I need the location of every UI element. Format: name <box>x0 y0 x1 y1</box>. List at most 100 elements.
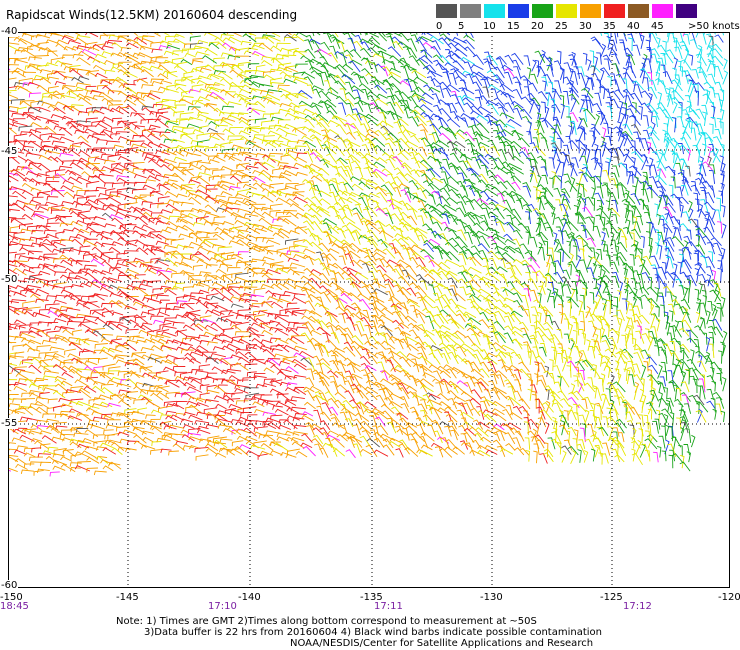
wind-barb <box>280 154 291 161</box>
wind-barb <box>522 115 532 126</box>
wind-barb <box>646 356 658 366</box>
wind-barb <box>91 279 107 288</box>
wind-barb <box>180 418 194 423</box>
wind-barb <box>220 119 233 126</box>
wind-barb <box>626 170 632 185</box>
wind-barb <box>246 326 259 332</box>
wind-barb <box>678 285 685 295</box>
wind-barb <box>320 41 330 51</box>
wind-barb <box>312 32 315 37</box>
wind-barb <box>489 283 500 297</box>
wind-barb <box>438 108 452 120</box>
wind-barb <box>411 410 421 422</box>
wind-barb <box>589 50 595 64</box>
wind-barb <box>541 174 549 185</box>
wind-barb <box>36 345 51 351</box>
wind-barb <box>695 311 701 323</box>
wind-barb <box>330 332 340 344</box>
wind-barb <box>185 152 202 157</box>
wind-barb <box>503 245 516 254</box>
wind-barb <box>376 264 387 273</box>
wind-barb <box>191 59 204 65</box>
wind-barb <box>174 392 187 398</box>
wind-barb <box>338 102 347 116</box>
wind-barb <box>27 250 43 256</box>
wind-barb <box>105 140 121 146</box>
wind-barb <box>444 241 459 253</box>
wind-barb <box>313 409 322 423</box>
wind-barb <box>325 233 338 240</box>
wind-barb <box>228 155 242 162</box>
wind-barb <box>45 233 59 239</box>
wind-barb <box>181 95 194 100</box>
wind-barb <box>13 59 28 64</box>
wind-barb <box>557 248 571 259</box>
wind-barb <box>77 389 92 399</box>
wind-barb <box>250 258 266 263</box>
wind-barb <box>677 261 682 274</box>
wind-barb <box>205 94 219 100</box>
wind-barb <box>77 76 90 81</box>
wind-barb <box>357 345 370 352</box>
wind-barb <box>706 310 711 325</box>
wind-barb <box>709 101 715 114</box>
wind-barb <box>112 79 124 85</box>
legend-swatch-20 <box>532 4 553 18</box>
wind-barb <box>527 388 532 401</box>
wind-barb <box>220 141 233 149</box>
wind-barb <box>600 67 610 77</box>
wind-barb <box>50 32 65 38</box>
wind-barb <box>450 285 458 296</box>
wind-barb <box>600 393 611 406</box>
wind-barb <box>352 207 365 219</box>
wind-barb <box>158 45 171 50</box>
wind-barb <box>349 282 362 295</box>
wind-barb <box>344 390 355 401</box>
wind-barb <box>295 171 308 177</box>
wind-barb <box>416 187 427 199</box>
wind-barb <box>229 138 244 145</box>
wind-barb <box>62 179 75 185</box>
wind-barb <box>15 285 28 291</box>
wind-barb <box>566 365 572 378</box>
wind-barb <box>565 220 579 232</box>
wind-barb <box>183 356 195 364</box>
wind-barb <box>125 42 139 49</box>
wind-barb <box>379 230 394 239</box>
wind-barb <box>206 127 218 133</box>
wind-barb <box>262 113 275 118</box>
wind-barb <box>714 209 722 224</box>
wind-barb <box>556 329 563 339</box>
wind-barb <box>470 368 485 378</box>
wind-barb <box>227 36 242 43</box>
wind-barb <box>253 287 266 294</box>
wind-barb <box>8 308 20 316</box>
wind-barb <box>181 391 195 400</box>
wind-barb <box>617 106 622 122</box>
wind-barb <box>8 99 12 102</box>
wind-barb <box>63 285 74 292</box>
wind-barb <box>160 345 177 350</box>
wind-barb <box>237 309 252 315</box>
wind-barb <box>272 58 284 64</box>
legend-swatch-45 <box>652 4 673 18</box>
wind-barb <box>676 116 685 128</box>
wind-barb <box>221 105 235 111</box>
wind-barb <box>82 239 98 247</box>
wind-barb <box>388 401 403 409</box>
wind-barb <box>598 377 604 392</box>
wind-barb <box>132 134 145 140</box>
wind-barb <box>605 388 611 402</box>
legend-label-10: 10 <box>483 21 496 32</box>
wind-barb <box>115 175 130 180</box>
wind-barb <box>449 152 460 163</box>
wind-barb <box>8 36 20 38</box>
wind-barb <box>698 32 707 45</box>
wind-barb <box>290 396 305 401</box>
wind-barb <box>133 36 148 45</box>
wind-barb <box>436 203 450 214</box>
wind-barb <box>674 303 685 315</box>
wind-barb <box>404 236 419 247</box>
wind-barb <box>445 272 460 283</box>
wind-barb <box>511 129 522 141</box>
